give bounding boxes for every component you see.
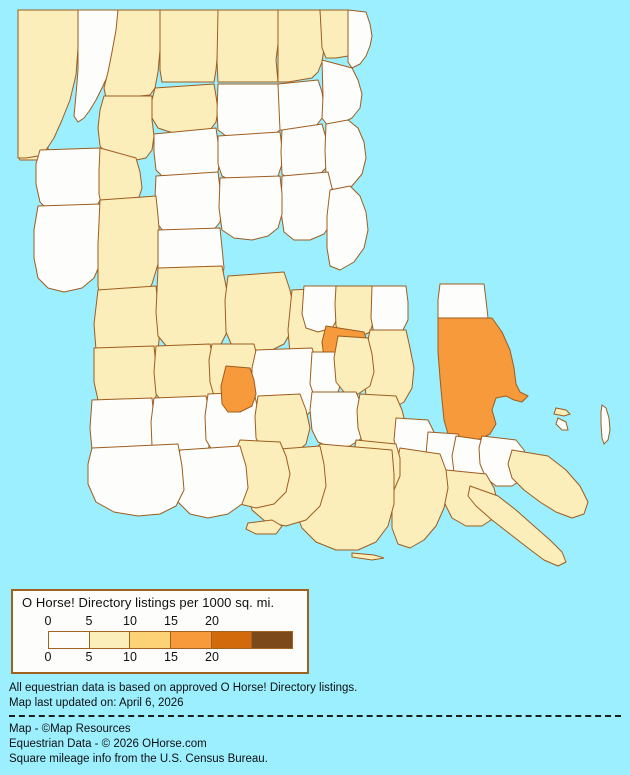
footer-notes: All equestrian data is based on approved… [0,678,630,711]
parish-vermilion[interactable] [174,446,248,518]
louisiana-map-svg[interactable] [0,0,630,585]
parish-concordia[interactable] [327,186,368,270]
legend-tick-top-2: 10 [123,614,137,628]
parish-st-bernard[interactable] [508,450,588,518]
footer-note-data-source: All equestrian data is based on approved… [9,682,358,694]
parish-madison[interactable] [322,60,362,126]
footer: All equestrian data is based on approved… [0,678,630,775]
legend-ticks-top: 0 5 10 15 20 [13,614,307,629]
parish-avoyelles[interactable] [225,272,294,352]
footer-credits: Map - ©Map Resources Equestrian Data - ©… [0,721,630,767]
footer-note-last-updated: Map last updated on: April 6, 2026 [9,697,184,709]
parish-union[interactable] [217,10,278,82]
footer-credit-equestrian-data: Equestrian Data - © 2026 OHorse.com [9,738,207,750]
timbalier-island [351,552,385,561]
coastline-detail-layer [245,404,611,561]
footer-credit-census: Square mileage info from the U.S. Census… [9,753,268,765]
legend-tick-bottom-0: 0 [44,650,52,664]
legend-tick-bottom-1: 5 [85,650,93,664]
barrier-island-a [553,407,571,417]
legend-tick-top-0: 0 [44,614,52,628]
legend-ticks-bottom: 0 5 10 15 20 [13,650,307,665]
parish-richland[interactable] [278,80,324,132]
parish-lincoln[interactable] [152,84,218,134]
parish-rapides[interactable] [156,266,230,354]
parish-east-baton-rouge[interactable] [334,336,374,394]
map-canvas[interactable] [0,0,630,585]
parish-cameron[interactable] [88,444,184,516]
legend-tick-top-3: 15 [164,614,178,628]
parish-tensas[interactable] [325,120,366,192]
parish-east-carroll[interactable] [348,10,372,68]
parish-west-feliciana[interactable] [302,286,338,332]
parish-lafayette[interactable] [221,366,256,412]
parish-claiborne[interactable] [160,10,218,82]
parish-west-carroll[interactable] [320,10,348,58]
parish-plaquemines[interactable] [468,486,566,566]
legend-tick-top-1: 5 [85,614,93,628]
parish-st-tammany[interactable] [438,318,528,444]
legend-swatch-0[interactable] [49,632,90,648]
parish-winn[interactable] [155,172,222,236]
legend-swatch-strip[interactable] [48,631,293,649]
parish-ouachita[interactable] [217,84,282,138]
legend-tick-bottom-4: 20 [205,650,219,664]
legend-swatch-1[interactable] [89,632,131,648]
chandeleur-islands [600,404,611,445]
parish-catahoula[interactable] [281,172,334,240]
legend-swatch-2[interactable] [130,632,172,648]
legend-swatch-4[interactable] [211,632,253,648]
parish-st-helena[interactable] [371,286,408,336]
footer-divider [9,715,621,717]
parish-morehouse[interactable] [278,10,324,82]
barrier-island-b [555,417,569,431]
parish-layer[interactable] [18,10,588,566]
parish-lasalle[interactable] [219,176,282,240]
parish-sabine[interactable] [34,204,102,292]
marsh-island [245,519,283,535]
legend-box: O Horse! Directory listings per 1000 sq.… [11,589,309,674]
footer-credit-map: Map - ©Map Resources [9,723,131,735]
legend-tick-bottom-2: 10 [123,650,137,664]
legend-title: O Horse! Directory listings per 1000 sq.… [22,595,275,610]
legend-swatch-3[interactable] [171,632,212,648]
legend-swatch-5[interactable] [252,632,293,648]
parish-franklin[interactable] [281,124,328,180]
legend-tick-top-4: 20 [205,614,219,628]
legend-tick-bottom-3: 15 [164,650,178,664]
